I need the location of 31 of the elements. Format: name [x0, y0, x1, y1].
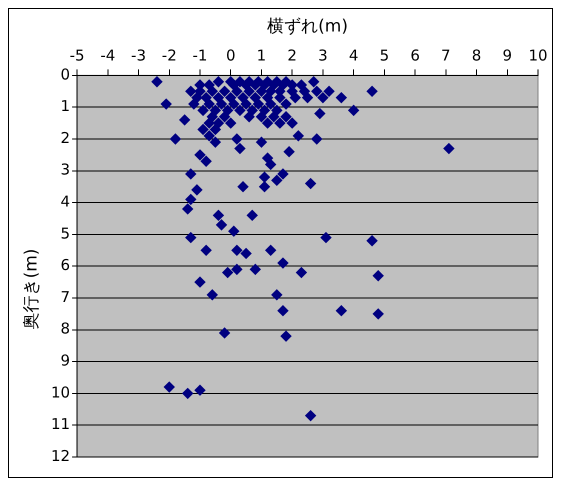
x-tick-label: 7 — [441, 46, 451, 64]
x-tick-label: 0 — [226, 46, 236, 64]
y-tick-label: 8 — [60, 320, 70, 338]
y-tick-label: 3 — [60, 160, 70, 179]
x-tick-label: -5 — [70, 46, 85, 64]
y-tick-label: 7 — [60, 288, 70, 306]
x-tick-label: -3 — [131, 46, 146, 64]
x-tick-label: -4 — [100, 46, 116, 64]
y-tick-label: 12 — [50, 446, 70, 465]
x-tick-label: 5 — [380, 46, 390, 64]
y-tick-label: 4 — [60, 192, 70, 210]
x-tick-label: 8 — [472, 46, 482, 64]
y-axis-title: 奥行き(m) — [20, 248, 42, 330]
y-tick-label: 0 — [60, 65, 70, 84]
y-tick-label: 9 — [60, 351, 70, 370]
x-tick-label: 1 — [256, 46, 266, 64]
x-tick-label: 3 — [318, 46, 328, 64]
y-tick-label: 5 — [60, 224, 70, 242]
y-tick-label: 10 — [50, 383, 70, 402]
y-tick-label: 2 — [60, 128, 70, 147]
x-tick-label: 9 — [502, 46, 512, 64]
x-tick-label: 10 — [528, 46, 548, 64]
y-tick-label: 6 — [60, 256, 70, 274]
x-tick-label: 4 — [348, 46, 358, 64]
x-axis-title: 横ずれ(m) — [267, 16, 348, 37]
x-tick-label: 6 — [410, 46, 420, 64]
y-tick-label: 1 — [60, 97, 70, 116]
x-tick-label: -2 — [162, 46, 177, 64]
x-tick-label: 2 — [287, 46, 297, 64]
x-tick-label: -1 — [192, 46, 208, 64]
y-tick-label: 11 — [50, 415, 70, 434]
